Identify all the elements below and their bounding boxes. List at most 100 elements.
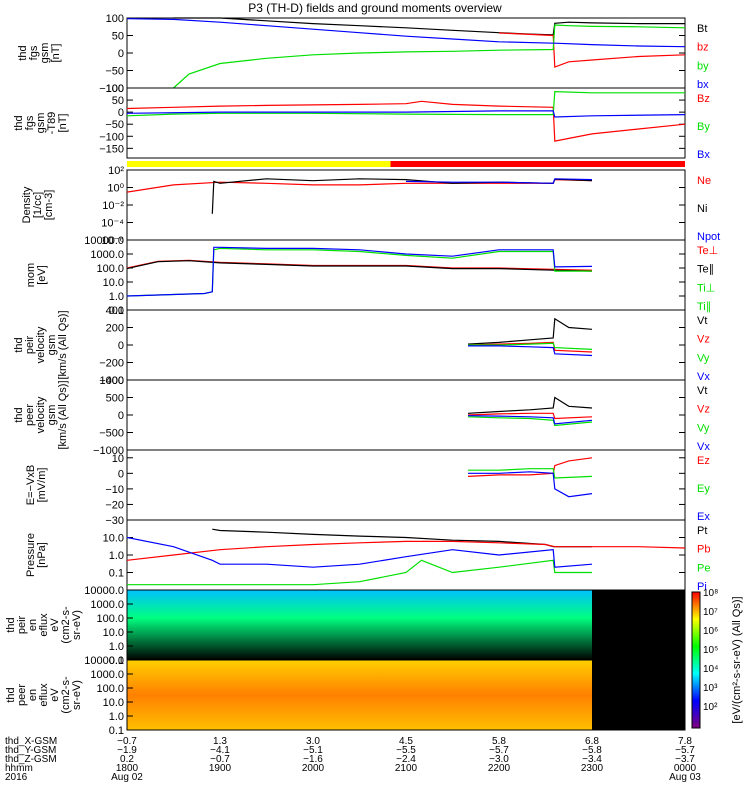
y-tick-label: −1000 [93, 445, 124, 457]
y-tick-label: 1000 [100, 375, 124, 387]
panel-fgs-gsm: 100 50 0 −50 −100 thd fgs gsm [nT] Bt bz by bx [17, 13, 709, 95]
y-tick-label: 500 [106, 393, 124, 405]
series-Bx [126, 110, 686, 118]
x-tick-label: −5.1 [303, 745, 323, 756]
legend-entry: Bz [697, 93, 710, 105]
x-tick-label: −3.4 [582, 754, 602, 765]
panel-temperature: 10000.0 1000.0 100.0 10.0 1.0 0.1 mom [eV] Te⊥ Te… [25, 235, 718, 317]
series-Pi [126, 536, 593, 568]
x-tick-label: 3.0 [306, 736, 320, 747]
legend-entry: Bt [697, 23, 707, 35]
y-axis-label: en [27, 689, 39, 701]
y-axis-label: Pressure [25, 533, 37, 577]
y-tick-label: 10.0 [103, 277, 124, 289]
y-tick-label: 10 [112, 453, 124, 465]
y-axis-label: sr-eV) [71, 680, 83, 710]
x-tick-label: 0.2 [120, 754, 134, 765]
y-axis-label: fgs [28, 45, 40, 60]
y-axis-label: eflux [38, 613, 50, 637]
y-axis-label: velocity [35, 326, 47, 363]
panel-peir-spectrogram: 10000.0 1000.0 100.0 10.0 1.0 0.1 thd peir en efl… [5, 585, 686, 667]
y-tick-label: 100 [106, 83, 124, 95]
x-tick-label: −0.7 [117, 736, 137, 747]
legend-entry: Vt [697, 385, 707, 397]
series-Bz [498, 32, 686, 68]
y-axis-label: (cm2-s- [60, 676, 72, 714]
spectrogram-nodata [592, 590, 685, 660]
y-tick-label: 100.0 [96, 683, 124, 695]
x-tick-label: −3.7 [675, 754, 695, 765]
x-tick-label: −5.8 [582, 745, 602, 756]
figure-title: P3 (TH-D) fields and ground moments over… [248, 1, 502, 15]
mode-bar-slow [127, 161, 391, 167]
series-By [126, 90, 685, 117]
y-tick-label: 10000.0 [84, 655, 124, 667]
panel-pressure: 10.0 1.0 0.1 Pressure [nPa] Pt Pb Pe Pi [25, 519, 710, 593]
panel-peer-spectrogram: 10000.0 1000.0 100.0 10.0 1.0 0.1 thd peer en efl… [5, 655, 686, 737]
x-tick-label: 0000 [674, 763, 697, 774]
y-tick-label: 10⁻⁴ [101, 218, 124, 230]
series-Vx [468, 345, 593, 357]
y-tick-label: 1.0 [109, 641, 124, 653]
colorbar-tick-label: 10⁶ [703, 626, 718, 637]
series-Vy [468, 342, 593, 350]
y-tick-label: −50 [105, 66, 124, 78]
y-axis-label: [mV/m] [36, 468, 48, 503]
series-Ex [468, 471, 593, 498]
x-tick-label: −5.5 [396, 745, 416, 756]
x-axis-row-label: thd_Z-GSM [5, 754, 57, 765]
y-axis-label: eV [49, 618, 61, 632]
y-tick-label: 0 [118, 340, 124, 352]
y-axis-label: thd [17, 45, 29, 60]
y-axis-label: -T89 [46, 112, 58, 135]
legend-entry: bz [697, 42, 709, 54]
y-tick-label: 1.0 [109, 550, 124, 562]
y-axis-label: gsm [46, 405, 58, 426]
x-tick-label: −2.4 [396, 754, 416, 765]
series-Vt [467, 396, 593, 414]
spectrogram-image [127, 590, 592, 660]
y-axis-label: gsm [46, 335, 58, 356]
y-tick-label: 10000.0 [84, 235, 124, 247]
x-axis-row-label: thd_X-GSM [5, 736, 57, 747]
x-tick-label: −1.9 [117, 745, 137, 756]
x-tick-label: 2200 [488, 763, 511, 774]
y-tick-label: 0 [118, 410, 124, 422]
colorbar-tick-label: 10⁷ [703, 607, 718, 618]
legend-entry: Pb [697, 544, 710, 556]
legend-entry: Vy [697, 422, 710, 434]
y-tick-label: 0 [118, 107, 124, 119]
y-axis-label: eV [49, 688, 61, 702]
legend-entry: bx [697, 79, 709, 91]
series-Ne [126, 178, 593, 193]
y-tick-label: −100 [99, 131, 124, 143]
y-tick-label: 10.0 [103, 697, 124, 709]
series-By [173, 24, 686, 89]
colorbar-tick-label: 10⁵ [703, 645, 718, 656]
y-tick-label: 100.0 [96, 613, 124, 625]
legend-entry: Pi [697, 581, 707, 593]
y-axis-label: peir [16, 615, 28, 634]
y-tick-label: 10² [108, 165, 124, 177]
series-Bx [126, 18, 686, 48]
x-tick-label: −1.6 [303, 754, 323, 765]
x-tick-label: −4.1 [210, 745, 230, 756]
panel-frame [126, 17, 686, 89]
series-Pb [126, 540, 686, 561]
x-tick-label: −3.0 [489, 754, 509, 765]
legend-entry: Ex [697, 511, 710, 523]
y-axis-label: fgs [24, 115, 36, 130]
y-axis-label: peer [24, 404, 36, 426]
panel-frame [126, 87, 686, 159]
colorbar-label: [eV/(cm²-s-sr-eV) (All Qs)] [731, 596, 743, 723]
y-tick-label: 10.0 [103, 533, 124, 545]
y-axis-label: gsm [39, 43, 51, 64]
y-tick-label: −150 [99, 143, 124, 155]
series-Bt [173, 17, 685, 36]
y-axis-label: velocity [35, 396, 47, 433]
y-axis-label: [1/cc] [32, 192, 44, 218]
y-axis-label: E=−VxB [25, 465, 37, 505]
y-tick-label: 1000.0 [90, 669, 124, 681]
legend-entry: Pt [697, 525, 707, 537]
y-axis-label: sr-eV) [71, 610, 83, 640]
